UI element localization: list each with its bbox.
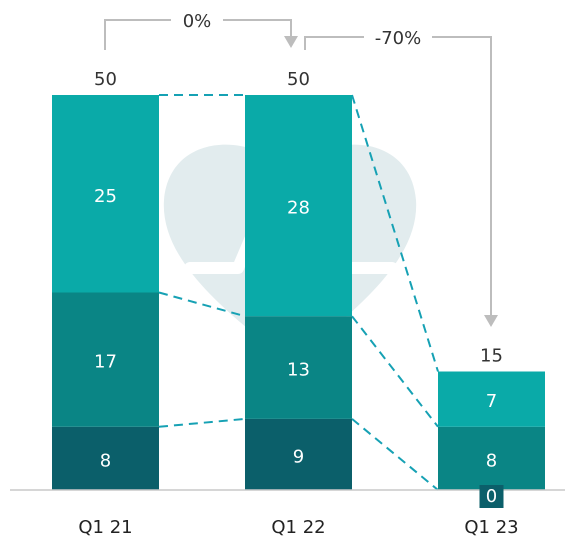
x-tick-label: Q1 22 — [271, 517, 325, 538]
connector-line — [158, 417, 246, 428]
total-label: 50 — [287, 69, 310, 90]
x-axis-ticks: Q1 21 Q1 22 Q1 23 — [78, 517, 518, 538]
arrow-line — [432, 36, 492, 315]
arrow-head — [484, 315, 498, 327]
bars — [52, 95, 545, 490]
total-label: 50 — [94, 69, 117, 90]
change-label: -70% — [375, 28, 422, 49]
arrow-line — [104, 19, 171, 50]
segment-value-label: 9 — [293, 446, 304, 467]
bar-segment — [52, 426, 159, 490]
connector-line — [351, 315, 439, 428]
change-label: 0% — [183, 11, 212, 32]
bar-segment — [245, 418, 352, 490]
segment-value-label: 25 — [94, 186, 117, 207]
segment-value-label: 17 — [94, 352, 117, 373]
bar-segment — [245, 316, 352, 419]
bar-segment — [245, 95, 352, 317]
segment-value-label: 13 — [287, 360, 310, 381]
bar-segment — [52, 95, 159, 293]
bar-segment — [438, 371, 545, 427]
change-arrows: 0% -70% — [104, 11, 498, 327]
segment-value-label: 0 — [486, 486, 497, 507]
connector-lines — [158, 94, 439, 491]
data-labels: 8 17 25 9 13 28 0 8 7 50 50 15 — [94, 69, 504, 508]
x-tick-label: Q1 23 — [464, 517, 518, 538]
segment-value-label: 7 — [486, 391, 497, 412]
segment-value-label: 8 — [486, 450, 497, 471]
connector-line — [351, 418, 439, 491]
bar-segment — [438, 426, 545, 490]
bar-segment — [52, 292, 159, 427]
connector-line — [351, 94, 439, 372]
segment-value-label: 28 — [287, 198, 310, 219]
arrow-head — [284, 36, 298, 48]
arrow-line — [223, 19, 292, 36]
arrow-line — [304, 36, 364, 50]
total-label: 15 — [480, 346, 503, 367]
x-tick-label: Q1 21 — [78, 517, 132, 538]
zero-label-bg — [479, 485, 504, 508]
segment-value-label: 8 — [100, 450, 111, 471]
